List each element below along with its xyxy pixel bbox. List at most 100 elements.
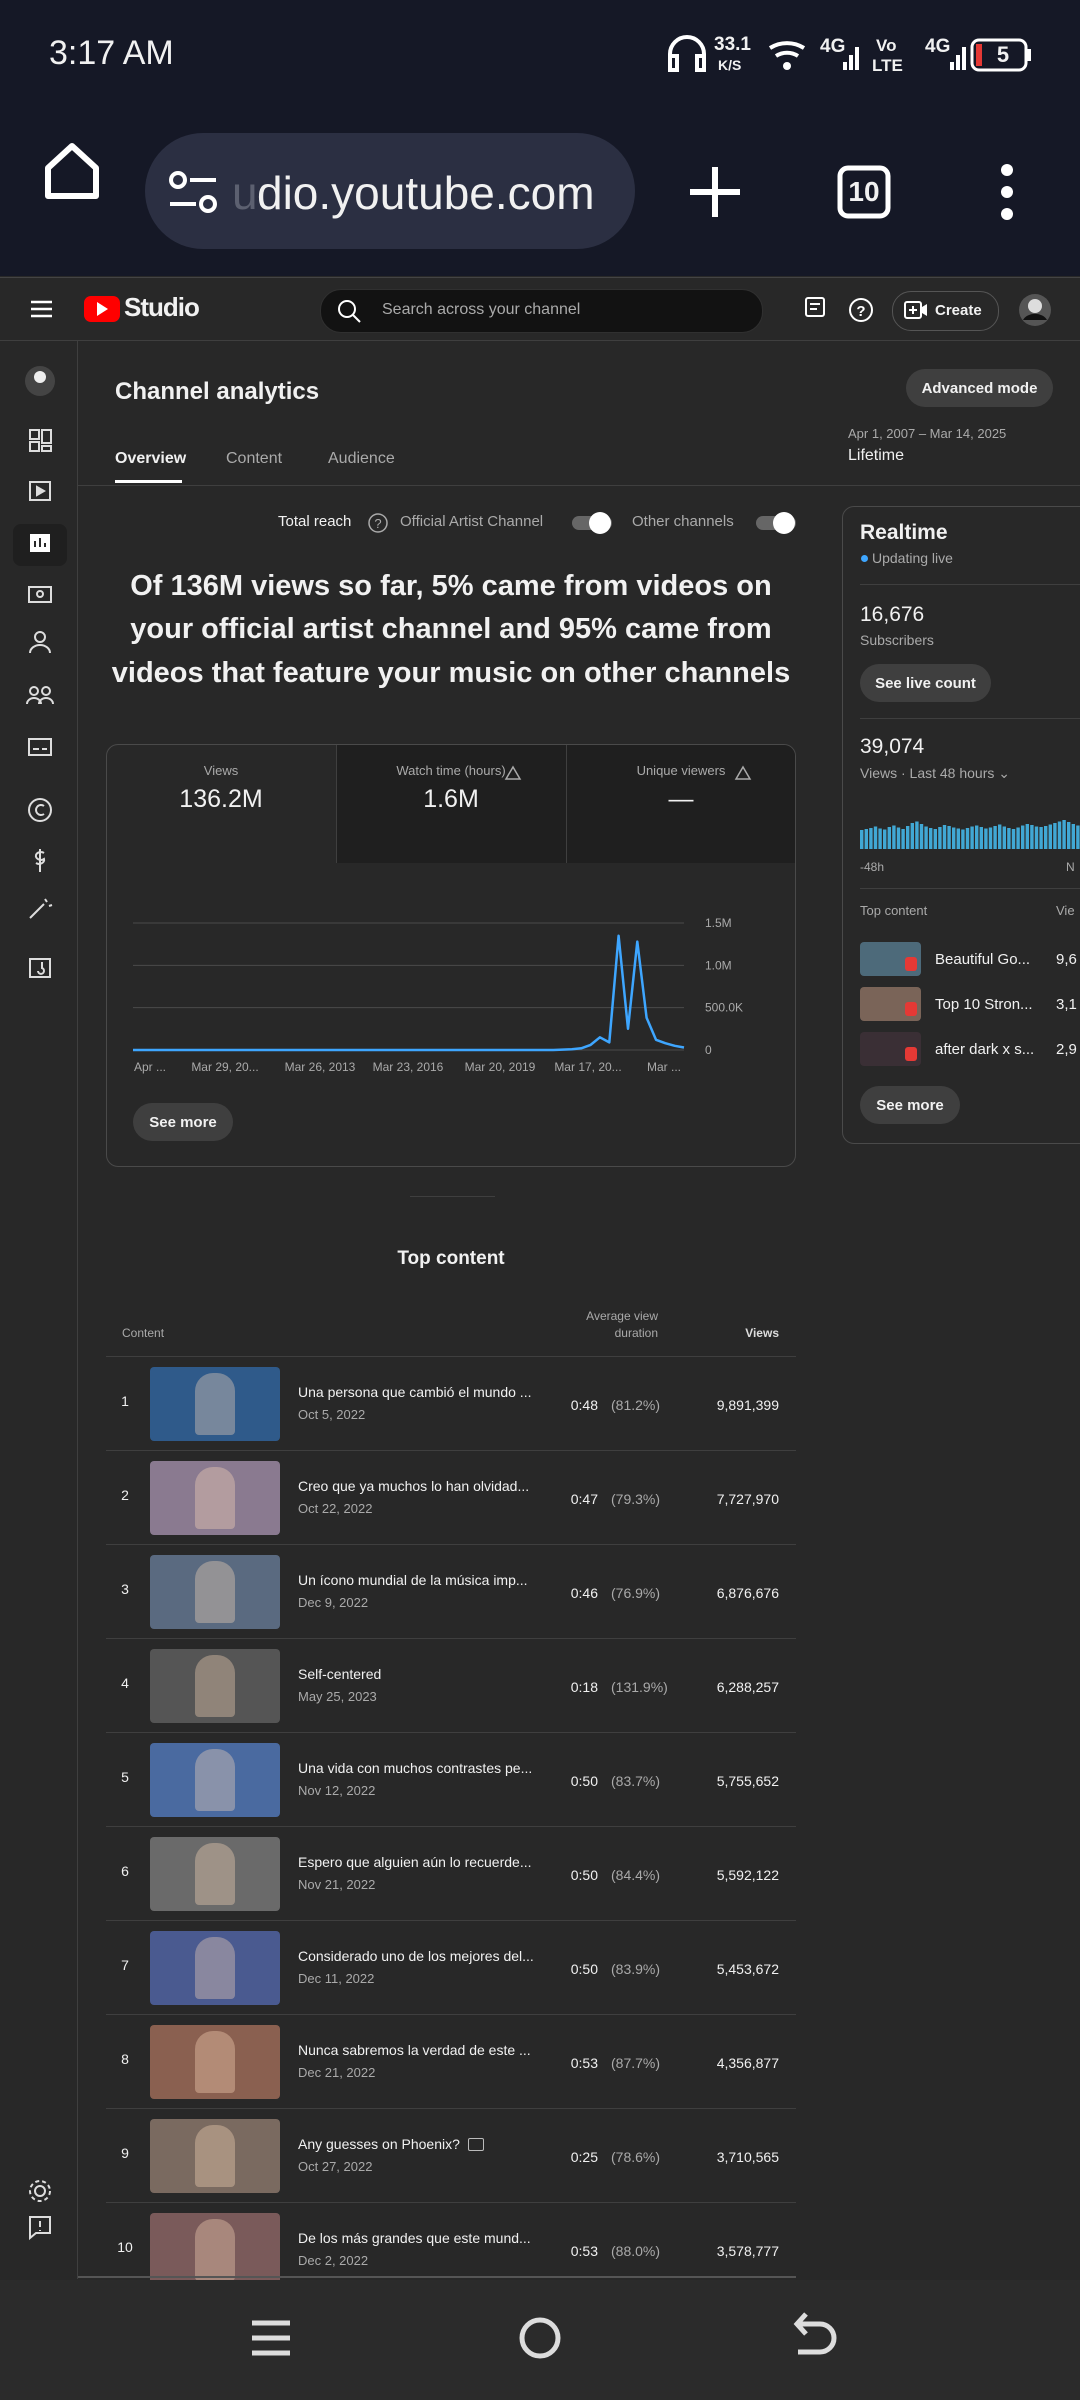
- video-title[interactable]: Any guesses on Phoenix?: [298, 2136, 460, 2152]
- video-date: Oct 27, 2022: [298, 2159, 373, 2174]
- search-icon: [338, 300, 361, 323]
- official-channel-label: Official Artist Channel: [400, 513, 544, 530]
- shorts-badge: [905, 957, 917, 971]
- divider: [0, 277, 1080, 278]
- see-more-button[interactable]: See more: [860, 1086, 960, 1124]
- metric-value: 136.2M: [179, 785, 263, 813]
- divider: [78, 2276, 796, 2278]
- video-title[interactable]: De los más grandes que este mund...: [298, 2230, 531, 2246]
- avg-percent: (76.9%): [611, 1585, 661, 1601]
- divider: [78, 485, 1080, 486]
- help-icon[interactable]: ?: [367, 512, 389, 534]
- url-fade: u: [232, 167, 258, 219]
- sidebar-icons[interactable]: [0, 341, 77, 2280]
- avg-percent: (87.7%): [611, 2055, 661, 2071]
- period[interactable]: Lifetime: [848, 447, 905, 464]
- video-title[interactable]: Nunca sabremos la verdad de este ...: [298, 2042, 531, 2058]
- video-date: Nov 12, 2022: [298, 1783, 376, 1798]
- thumbnail: [150, 2213, 280, 2287]
- video-title[interactable]: Un ícono mundial de la música imp...: [298, 1572, 528, 1588]
- avg-duration: 0:25: [570, 2149, 598, 2165]
- realtime-card: [842, 506, 1080, 1144]
- create-button[interactable]: [892, 291, 999, 331]
- divider: [860, 584, 1080, 585]
- video-title[interactable]: Creo que ya muchos lo han olvidad...: [298, 1478, 530, 1494]
- create-label: Create: [935, 302, 982, 319]
- nav-icons[interactable]: [0, 2280, 1080, 2400]
- item-title: Top 10 Stron...: [935, 996, 1033, 1013]
- video-title[interactable]: Una persona que cambió el mundo ...: [298, 1384, 532, 1400]
- divider: [860, 888, 1080, 889]
- item-views: 3,1: [1056, 996, 1077, 1013]
- metric-value: —: [668, 785, 694, 813]
- metric-label: Views: [203, 763, 239, 778]
- video-title[interactable]: Espero que alguien aún lo recuerde...: [298, 1854, 532, 1870]
- divider: [410, 1196, 495, 1197]
- views: 6,876,676: [716, 1585, 779, 1601]
- thumbnail-figure: [195, 1937, 235, 1999]
- tab-count[interactable]: 10: [848, 176, 880, 207]
- net-unit: K/S: [718, 57, 742, 73]
- network-type: 4G: [820, 36, 846, 57]
- video-title[interactable]: Self-centered: [298, 1666, 382, 1682]
- divider: [106, 2202, 796, 2203]
- metrics-card: [106, 744, 796, 1167]
- avg-duration: 0:18: [570, 1679, 598, 1695]
- tab-content[interactable]: Content: [226, 450, 283, 467]
- divider: [106, 1732, 796, 1733]
- video-date: Oct 5, 2022: [298, 1407, 366, 1422]
- search-box[interactable]: [320, 289, 763, 333]
- views-count: 39,074: [860, 735, 925, 758]
- headline-line: your official artist channel and 95% cam…: [130, 613, 772, 645]
- rank: 8: [121, 2051, 129, 2067]
- svg-text:?: ?: [374, 516, 381, 531]
- url-bar[interactable]: [145, 133, 635, 249]
- avg-duration: 0:50: [570, 1773, 598, 1789]
- rank: 10: [117, 2239, 133, 2255]
- other-channels-label: Other channels: [632, 513, 734, 530]
- realtime-title: Realtime: [860, 521, 948, 544]
- tab-overview[interactable]: Overview: [115, 450, 187, 467]
- views: 4,356,877: [716, 2055, 779, 2071]
- rank: 2: [121, 1487, 129, 1503]
- video-date: Dec 2, 2022: [298, 2253, 369, 2268]
- views: 5,755,652: [716, 1773, 779, 1789]
- video-date: Dec 11, 2022: [298, 1971, 375, 1986]
- divider: [566, 745, 567, 863]
- video-title[interactable]: Considerado uno de los mejores del...: [298, 1948, 534, 1964]
- volte-bottom: LTE: [872, 56, 903, 75]
- studio-logo[interactable]: Studio: [124, 292, 200, 322]
- views: 9,891,399: [716, 1397, 779, 1413]
- thumbnail: [150, 1367, 280, 1441]
- advanced-mode-button[interactable]: Advanced mode: [906, 369, 1053, 407]
- item-title: after dark x s...: [935, 1041, 1035, 1058]
- toggles[interactable]: [570, 508, 800, 538]
- item-views: 2,9: [1056, 1041, 1077, 1058]
- url-text: dio.youtube.com: [257, 167, 595, 219]
- site-info-icon[interactable]: [168, 170, 218, 214]
- header-duration: Average view duration: [586, 1309, 658, 1340]
- views: 7,727,970: [716, 1491, 779, 1507]
- thumbnail: [150, 1743, 280, 1817]
- thumbnail-figure: [195, 1655, 235, 1717]
- nav-bar: [0, 2280, 1080, 2400]
- divider: [106, 2014, 796, 2015]
- thumbnail-figure: [195, 2125, 235, 2187]
- metric-label: Watch time (hours): [396, 763, 506, 778]
- video-title[interactable]: Una vida con muchos contrastes pe...: [298, 1760, 533, 1776]
- item-title: Beautiful Go...: [935, 951, 1031, 968]
- metric-value: 1.6M: [423, 785, 479, 813]
- date-range: Apr 1, 2007 – Mar 14, 2025: [848, 426, 1007, 441]
- item-views: 9,6: [1056, 951, 1077, 968]
- axis-end: N: [1066, 860, 1075, 874]
- rank: 5: [121, 1769, 129, 1785]
- see-live-count-button[interactable]: See live count: [860, 664, 991, 702]
- rank: 9: [121, 2145, 129, 2161]
- views-period[interactable]: Views · Last 48 hours ⌄: [860, 765, 1010, 781]
- avg-duration: 0:47: [570, 1491, 598, 1507]
- tab-audience[interactable]: Audience: [328, 450, 395, 467]
- thumbnail: [150, 1649, 280, 1723]
- avg-duration: 0:46: [570, 1585, 598, 1601]
- total-reach-label: Total reach: [278, 513, 352, 530]
- see-more-button[interactable]: See more: [133, 1103, 233, 1141]
